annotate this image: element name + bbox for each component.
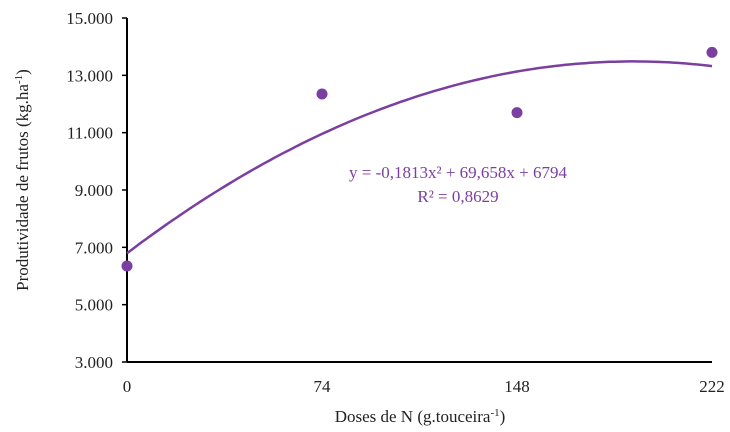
data-point (511, 107, 523, 119)
trendline-equation: y = -0,1813x² + 69,658x + 6794 (349, 163, 568, 182)
x-axis-ticks: 0 74 148 222 (123, 377, 725, 396)
y-tick-label: 7.000 (75, 238, 113, 257)
trendline (126, 60, 713, 255)
y-tick-label: 13.000 (66, 66, 113, 85)
trendline-r2: R² = 0,8629 (417, 187, 498, 206)
y-axis-label-end: ) (13, 69, 32, 75)
x-tick-label: 222 (699, 377, 725, 396)
x-tick-label: 74 (314, 377, 332, 396)
y-tick-label: 9.000 (75, 181, 113, 200)
y-tick-label: 5.000 (75, 296, 113, 315)
y-tick-label: 3.000 (75, 353, 113, 372)
x-axis-label: Doses de N (g.touceira-1) (335, 407, 506, 426)
y-axis-ticks: 3.000 5.000 7.000 9.000 11.000 13.000 15.000 (66, 9, 127, 372)
data-points (121, 46, 718, 272)
x-tick-label: 148 (504, 377, 530, 396)
y-axis-label: Produtividade de frutos (kg.ha-1) (13, 69, 32, 291)
data-point (706, 46, 718, 58)
x-axis-label-end: ) (500, 407, 506, 426)
y-tick-label: 15.000 (66, 9, 113, 28)
x-axis-label-superscript: -1 (490, 407, 499, 419)
x-tick-label: 0 (123, 377, 132, 396)
y-tick-label: 11.000 (67, 124, 113, 143)
data-point (121, 260, 133, 272)
y-axis-label-superscript: -1 (13, 75, 25, 84)
data-point (316, 88, 328, 100)
